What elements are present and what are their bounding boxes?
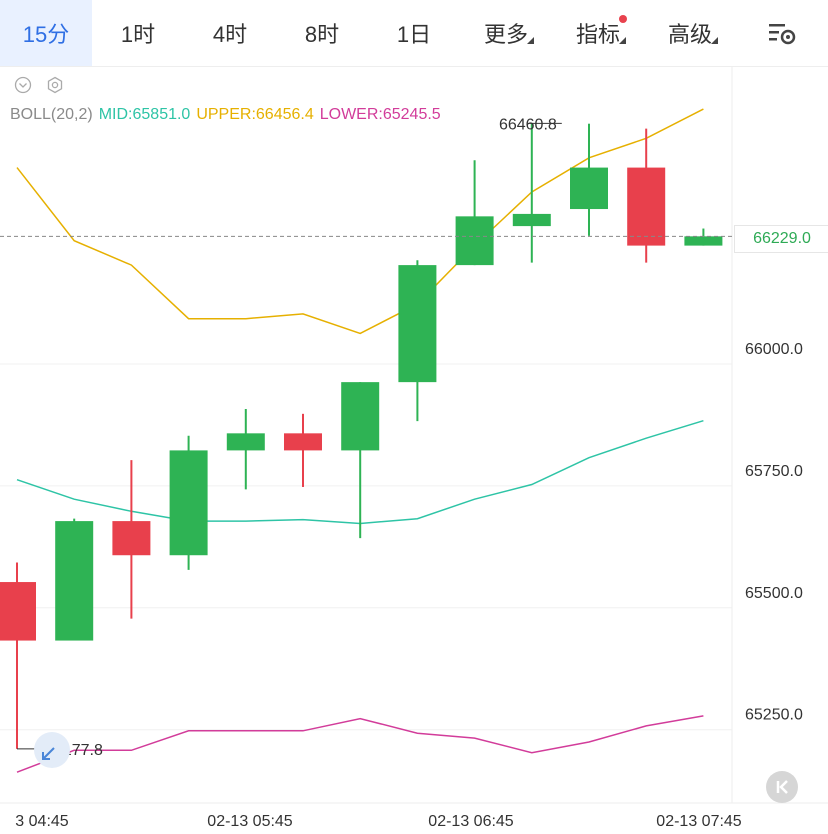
tab-label: 8时 xyxy=(304,22,340,47)
high-price-label: 66460.8 xyxy=(499,116,557,133)
candle-down[interactable] xyxy=(112,521,151,556)
tab-15m[interactable]: 15分 xyxy=(0,0,92,66)
collapse-chevron-icon[interactable] xyxy=(14,76,32,94)
tab-1h[interactable]: 1时 xyxy=(92,0,184,66)
candle-down[interactable] xyxy=(627,167,666,246)
caret-down-icon xyxy=(619,37,626,44)
expand-arrow-icon xyxy=(42,747,55,760)
boll-mid-value: MID:65851.0 xyxy=(98,106,191,123)
chart-settings-icon[interactable] xyxy=(766,18,798,48)
zoom-button[interactable] xyxy=(34,732,70,768)
tab-label: 1时 xyxy=(120,22,156,47)
candle-up[interactable] xyxy=(226,433,265,451)
candle-up[interactable] xyxy=(55,521,94,641)
boll-indicator-legend: BOLL(20,2) MID:65851.0 UPPER:66456.4 LOWER:… xyxy=(10,106,447,124)
candle-up[interactable] xyxy=(398,265,437,383)
price-tick-label: 66000.0 xyxy=(745,341,803,358)
time-tick-label: 02-13 06:45 xyxy=(428,813,514,830)
price-tick-label: 65500.0 xyxy=(745,585,803,602)
time-tick-label: 02-13 05:45 xyxy=(207,813,293,830)
tab-advanced[interactable]: 高级 xyxy=(644,0,736,66)
tab-more[interactable]: 更多 xyxy=(460,0,552,66)
boll-name: BOLL(20,2) xyxy=(10,106,93,123)
tab-label: 指标 xyxy=(575,22,620,47)
tab-label: 1日 xyxy=(396,22,432,47)
caret-down-icon xyxy=(527,37,534,44)
candle-up[interactable] xyxy=(512,213,551,227)
boll-lower-value: LOWER:65245.5 xyxy=(319,106,441,123)
boll-lower-line xyxy=(16,715,704,773)
timeframe-tab-bar: 15分 1时 4时 8时 1日 更多 指标 高级 xyxy=(0,0,828,66)
skip-to-end-icon xyxy=(776,780,788,794)
candlestick-chart[interactable]: 66000.0 65750.0 65500.0 65250.0 3 04:45 02-13… xyxy=(0,67,828,834)
candle-up[interactable] xyxy=(570,167,608,210)
candle-down[interactable] xyxy=(0,582,36,641)
tab-label: 高级 xyxy=(667,22,712,47)
price-tick-label: 65250.0 xyxy=(745,707,803,724)
tab-indicators[interactable]: 指标 xyxy=(552,0,644,66)
tab-label: 4时 xyxy=(212,22,248,47)
indicator-settings-icon[interactable] xyxy=(46,76,64,94)
boll-upper-line xyxy=(16,108,704,335)
time-tick-label: 3 04:45 xyxy=(15,813,68,830)
tab-label: 更多 xyxy=(483,22,528,47)
tab-divider xyxy=(0,66,828,67)
boll-upper-value: UPPER:66456.4 xyxy=(196,106,314,123)
caret-down-icon xyxy=(711,37,718,44)
price-tick-label: 65750.0 xyxy=(745,463,803,480)
candle-up[interactable] xyxy=(341,382,380,451)
tab-8h[interactable]: 8时 xyxy=(276,0,368,66)
candle-up[interactable] xyxy=(169,450,208,556)
current-price-badge: 66229.0 xyxy=(734,225,828,253)
candle-up[interactable] xyxy=(455,216,494,266)
time-tick-label: 02-13 07:45 xyxy=(656,813,742,830)
tab-4h[interactable]: 4时 xyxy=(184,0,276,66)
notification-dot-icon xyxy=(619,15,627,23)
tab-label: 15分 xyxy=(22,22,70,47)
scroll-to-latest-button[interactable] xyxy=(766,771,798,803)
current-price-value: 66229.0 xyxy=(753,230,811,247)
candle-up[interactable] xyxy=(684,236,723,246)
candle-down[interactable] xyxy=(284,433,322,451)
tab-1d[interactable]: 1日 xyxy=(368,0,460,66)
